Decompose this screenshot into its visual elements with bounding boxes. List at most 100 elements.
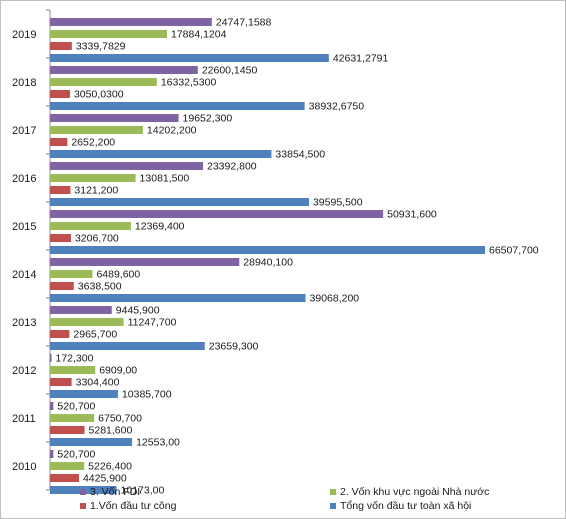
data-label: 2652,200: [71, 137, 115, 149]
data-label: 10385,700: [122, 389, 172, 401]
data-label: 520,700: [57, 449, 95, 461]
legend-entry-label: 2. Vốn khu vực ngoài Nhà nước: [340, 486, 489, 498]
data-label: 3050,0300: [74, 89, 124, 101]
data-label: 38932,6750: [309, 101, 365, 113]
bar: [50, 426, 85, 434]
data-label: 28940,100: [243, 257, 293, 269]
bar: [50, 474, 79, 482]
data-label: 19652,300: [183, 113, 233, 125]
legend-swatch: [330, 489, 336, 495]
data-label: 12553,00: [136, 437, 180, 449]
bar: [50, 222, 131, 230]
y-tick-label: 2014: [12, 269, 36, 281]
data-label: 13081,500: [140, 173, 190, 185]
data-label: 3206,700: [75, 233, 119, 245]
bar: [50, 318, 124, 326]
bar: [50, 378, 72, 386]
y-tick-label: 2016: [12, 173, 36, 185]
data-label: 22600,1450: [202, 65, 258, 77]
bar: [50, 174, 136, 182]
bar: [50, 66, 198, 74]
y-tick-label: 2018: [12, 77, 36, 89]
data-label: 14202,200: [147, 125, 197, 137]
bar: [50, 366, 96, 374]
bar: [50, 438, 133, 446]
bar: [50, 306, 112, 314]
legend-entry-label: 1.Vốn đầu tư công: [90, 500, 177, 512]
bar: [50, 330, 70, 338]
bar: [50, 162, 204, 170]
bar: [50, 234, 71, 242]
bar: [50, 114, 179, 122]
y-tick-label: 2010: [12, 461, 36, 473]
data-label: 10173,00: [121, 485, 165, 497]
data-label: 3339,7829: [76, 41, 126, 53]
bar: [50, 186, 71, 194]
bar: [50, 42, 72, 50]
y-tick-label: 2019: [12, 29, 36, 41]
bar: [50, 390, 118, 398]
bar: [50, 198, 309, 206]
y-tick-label: 2015: [12, 221, 36, 233]
data-label: 6909,00: [99, 365, 137, 377]
data-label: 2965,700: [73, 329, 117, 341]
bar: [50, 462, 85, 470]
legend-swatch: [330, 503, 336, 509]
data-label: 172,300: [56, 353, 94, 365]
data-label: 50931,600: [387, 209, 437, 221]
bar: [50, 54, 329, 62]
y-tick-label: 2012: [12, 365, 36, 377]
bar: [50, 126, 143, 134]
y-tick-label: 2017: [12, 125, 36, 137]
bar: [50, 18, 212, 26]
data-label: 11247,700: [128, 317, 177, 329]
bar: [50, 90, 70, 98]
data-label: 5281,600: [89, 425, 133, 437]
data-label: 17884,1204: [171, 29, 227, 41]
bar: [50, 342, 205, 350]
data-label: 6750,700: [98, 413, 142, 425]
data-label: 23659,300: [209, 341, 259, 353]
bars-layer: [50, 18, 485, 494]
data-label: 9445,900: [116, 305, 160, 317]
data-label: 39595,500: [313, 197, 363, 209]
bar: [50, 30, 167, 38]
data-label: 16332,5300: [161, 77, 217, 89]
data-label: 42631,2791: [333, 53, 389, 65]
bar: [50, 450, 54, 458]
data-label: 3638,500: [78, 281, 122, 293]
bar: [50, 414, 95, 422]
bar: [50, 270, 93, 278]
bar: [50, 354, 52, 362]
y-tick-label: 2013: [12, 317, 36, 329]
legend-entry-label: 3. Vốn FDI: [90, 486, 140, 498]
data-label: 5226,400: [88, 461, 132, 473]
data-label: 12369,400: [135, 221, 185, 233]
data-label: 66507,700: [489, 245, 539, 257]
bar: [50, 102, 305, 110]
y-tick-label: 2011: [12, 413, 36, 425]
bar: [50, 138, 68, 146]
data-label: 4425,900: [83, 473, 127, 485]
bar: [50, 294, 306, 302]
data-label: 33854,500: [275, 149, 325, 161]
legend: 3. Vốn FDI 2. Vốn khu vực ngoài Nhà nước 1…: [80, 486, 489, 512]
legend-entry-label: Tổng vốn đầu tư toàn xã hội: [340, 500, 471, 512]
bar: [50, 210, 384, 218]
data-label: 24747,1588: [216, 17, 272, 29]
bar: [50, 402, 54, 410]
legend-swatch: [80, 503, 86, 509]
data-label: 23392,800: [207, 161, 257, 173]
data-label: 3304,400: [76, 377, 120, 389]
bar: [50, 282, 74, 290]
bar: [50, 78, 157, 86]
data-label: 6489,600: [96, 269, 140, 281]
bar: [50, 258, 240, 266]
legend-swatch: [80, 489, 86, 495]
bar: [50, 150, 272, 158]
axis-layer: 2019 2018 2017 2016 2015 2014 2013 2012 2011 2010: [12, 9, 51, 491]
data-label: 520,700: [57, 401, 95, 413]
data-label: 3121,200: [74, 185, 118, 197]
